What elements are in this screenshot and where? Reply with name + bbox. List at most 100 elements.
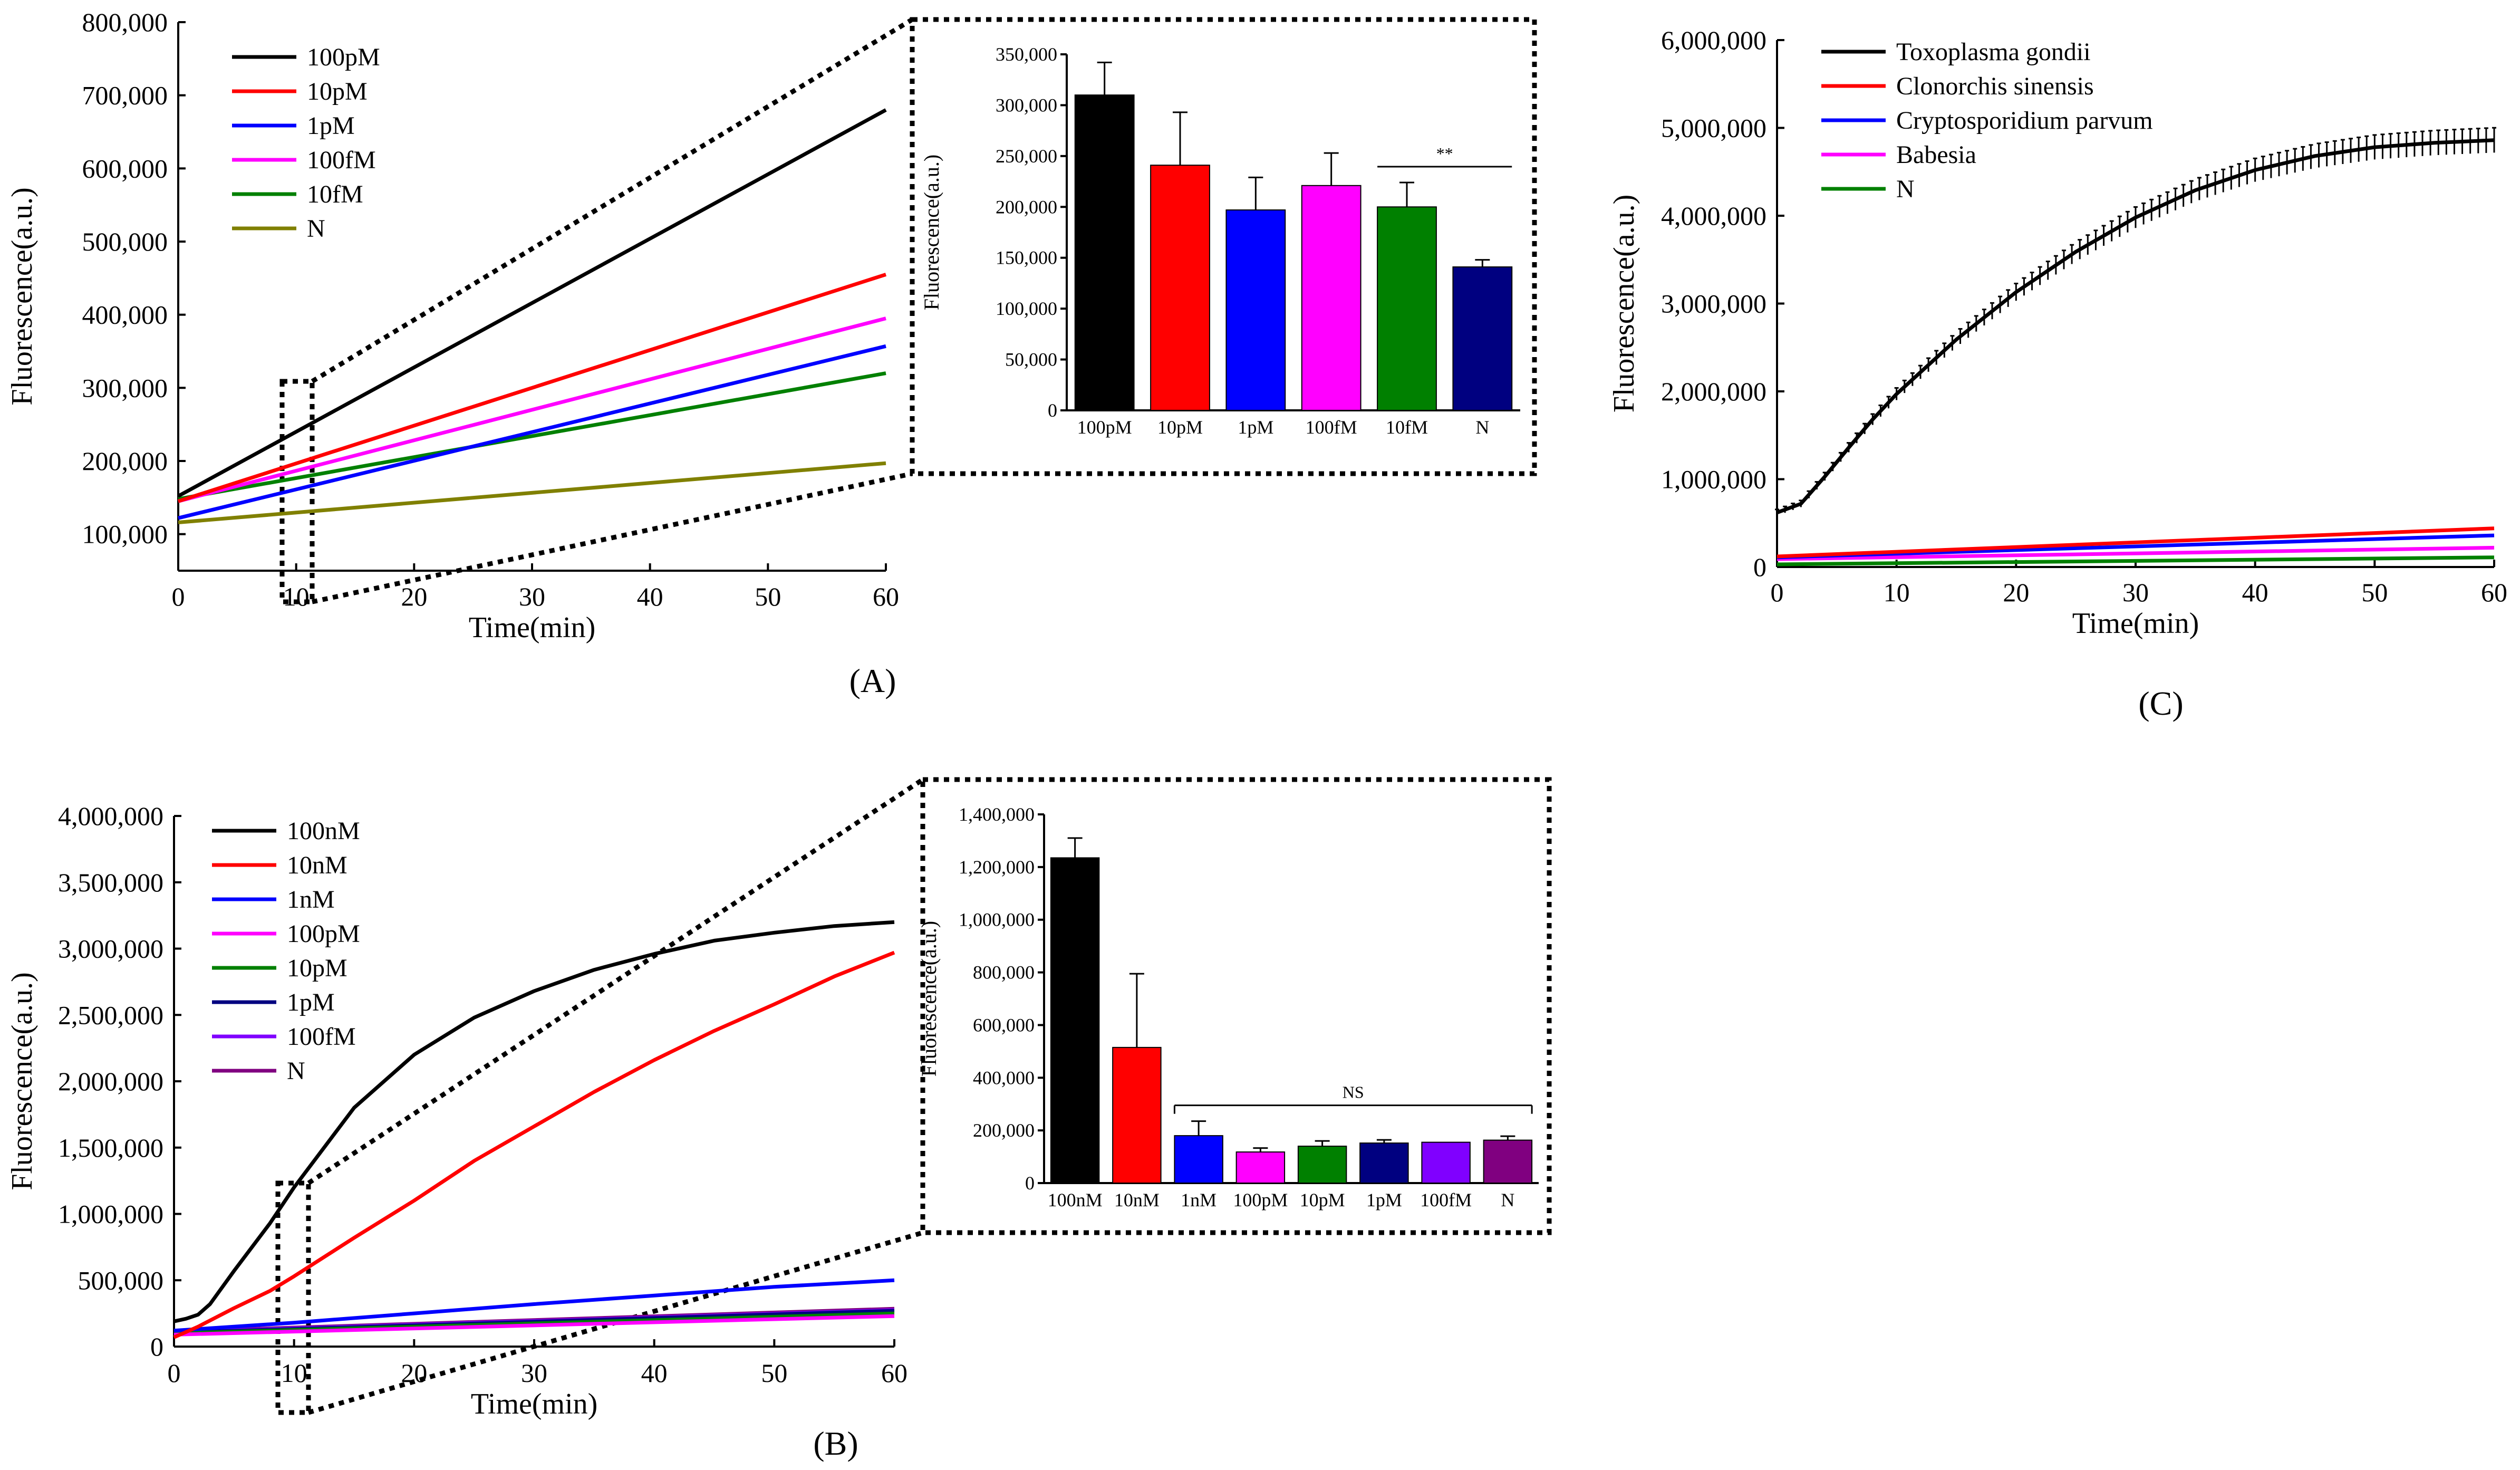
y-tick-label: 0 bbox=[1025, 1173, 1035, 1194]
y-tick-label: 600,000 bbox=[82, 153, 168, 183]
x-tick-label: 40 bbox=[637, 582, 663, 611]
y-tick-label: 250,000 bbox=[996, 146, 1057, 167]
bar-10pm bbox=[1297, 1146, 1347, 1184]
bar-1pm bbox=[1359, 1142, 1409, 1184]
x-tick-label: 100pM bbox=[1233, 1189, 1288, 1210]
y-tick-label: 200,000 bbox=[82, 446, 168, 476]
series-line-1 bbox=[173, 950, 895, 1339]
inset-frame bbox=[910, 17, 1537, 476]
x-tick-label: 50 bbox=[761, 1358, 787, 1388]
y-tick-label: 2,500,000 bbox=[58, 1000, 163, 1030]
legend-label: 100pM bbox=[287, 920, 360, 948]
y-tick-label: 700,000 bbox=[82, 81, 168, 110]
legend-label: 100pM bbox=[307, 43, 380, 71]
legend-label: Babesia bbox=[1896, 141, 1976, 169]
series-n bbox=[1776, 555, 2495, 566]
y-axis-label: Fluorescence(a.u.) bbox=[6, 187, 38, 406]
series-n bbox=[178, 461, 886, 524]
legend-label: Toxoplasma gondii bbox=[1896, 38, 2091, 66]
x-tick-label: 10 bbox=[1884, 578, 1910, 607]
y-tick-label: 500,000 bbox=[82, 227, 168, 256]
series-10fm bbox=[178, 371, 886, 501]
y-tick-label: 1,500,000 bbox=[58, 1133, 163, 1162]
x-tick-label: 20 bbox=[401, 582, 427, 611]
series-1pm bbox=[178, 344, 886, 520]
panel-label-b: (B) bbox=[813, 1425, 858, 1462]
x-tick-label: 10 bbox=[283, 582, 310, 611]
series-line-0 bbox=[1776, 138, 2495, 515]
y-tick-label: 350,000 bbox=[996, 44, 1057, 65]
x-tick-label: 30 bbox=[521, 1358, 547, 1388]
y-tick-label: 0 bbox=[1048, 400, 1057, 421]
x-tick-label: 10fM bbox=[1386, 417, 1428, 438]
y-tick-label: 2,000,000 bbox=[58, 1067, 163, 1096]
series-100nm bbox=[173, 920, 895, 1323]
x-tick-label: 40 bbox=[641, 1358, 668, 1388]
x-tick-label: 60 bbox=[881, 1358, 907, 1388]
series-line-3 bbox=[1776, 545, 2495, 561]
y-tick-label: 100,000 bbox=[82, 520, 168, 549]
y-tick-label: 800,000 bbox=[82, 7, 168, 37]
chart-c-line: 0 10 20 30 40 50 60 0 1,000,000 2,000,000 3,000,00… bbox=[1608, 25, 2507, 640]
x-tick-label: 60 bbox=[873, 582, 899, 611]
legend: Toxoplasma gondii Clonorchis sinensis Cryp… bbox=[1821, 38, 2153, 203]
x-tick-label: 0 bbox=[172, 582, 185, 611]
y-tick-label: 500,000 bbox=[78, 1265, 164, 1295]
bar-n bbox=[1483, 1139, 1533, 1184]
series-1nm bbox=[173, 1278, 895, 1333]
legend: 100pM 10pM 1pM 100fM 10fM N bbox=[232, 43, 380, 243]
legend-label: 100fM bbox=[307, 146, 376, 174]
series-babesia bbox=[1776, 545, 2495, 561]
legend-label: 10pM bbox=[307, 78, 368, 105]
y-tick-label: 4,000,000 bbox=[1661, 201, 1766, 230]
series-line-2 bbox=[173, 1278, 895, 1333]
x-tick-label: 0 bbox=[1771, 578, 1784, 607]
series-line-0 bbox=[177, 108, 887, 498]
series-line-3 bbox=[173, 1314, 895, 1337]
x-tick-label: 30 bbox=[519, 582, 545, 611]
significance-label: ** bbox=[1436, 144, 1453, 163]
series-line-2 bbox=[178, 344, 886, 520]
series-cryptosporidium-parvum bbox=[1776, 533, 2495, 560]
y-tick-label: 600,000 bbox=[973, 1014, 1035, 1035]
x-tick-label: 10pM bbox=[1300, 1189, 1345, 1210]
y-tick-label: 0 bbox=[150, 1332, 163, 1361]
legend-label: 1pM bbox=[287, 988, 335, 1016]
legend-label: Cryptosporidium parvum bbox=[1896, 107, 2153, 134]
series-100pm bbox=[177, 108, 887, 498]
chart-a-inset-bar: 0 50,000 100,000 150,000 200,000 250,000 300,0… bbox=[910, 17, 1537, 476]
y-tick-label: 1,400,000 bbox=[959, 804, 1035, 825]
y-tick-label: 300,000 bbox=[82, 373, 168, 402]
series-toxoplasma-gondii bbox=[1775, 127, 2496, 516]
y-tick-label: 3,000,000 bbox=[1661, 289, 1766, 319]
x-tick-label: 40 bbox=[2242, 578, 2268, 607]
bar-100nm bbox=[1050, 857, 1100, 1184]
x-tick-label: 1pM bbox=[1366, 1189, 1402, 1210]
y-axis-label: Fluorescence(a.u.) bbox=[920, 155, 943, 310]
y-axis-label: Fluorescence(a.u.) bbox=[1608, 195, 1640, 413]
y-tick-label: 1,000,000 bbox=[959, 909, 1035, 930]
panel-label-c: (C) bbox=[2138, 685, 2183, 722]
x-tick-label: 100fM bbox=[1420, 1189, 1472, 1210]
x-tick-label: 20 bbox=[2003, 578, 2029, 607]
series-line-3 bbox=[178, 316, 886, 503]
legend-label: 10nM bbox=[287, 851, 347, 879]
series-10pm bbox=[177, 273, 887, 503]
series-line-1 bbox=[177, 273, 887, 503]
bar-n bbox=[1452, 266, 1513, 411]
significance-label: NS bbox=[1343, 1083, 1364, 1102]
legend-label: N bbox=[287, 1057, 305, 1085]
x-tick-label: 20 bbox=[401, 1358, 427, 1388]
legend-label: 10pM bbox=[287, 954, 347, 982]
series-line-4 bbox=[1776, 555, 2495, 566]
x-axis-label: Time(min) bbox=[2072, 607, 2199, 640]
y-tick-label: 400,000 bbox=[82, 300, 168, 330]
x-tick-label: 100nM bbox=[1048, 1189, 1103, 1210]
x-tick-label: 10nM bbox=[1114, 1189, 1160, 1210]
y-tick-label: 100,000 bbox=[996, 298, 1057, 319]
y-axis-label: Fluorescence(a.u.) bbox=[917, 921, 941, 1077]
series-10nm bbox=[173, 950, 895, 1339]
x-tick-label: N bbox=[1475, 417, 1489, 438]
series-line-5 bbox=[178, 461, 886, 524]
